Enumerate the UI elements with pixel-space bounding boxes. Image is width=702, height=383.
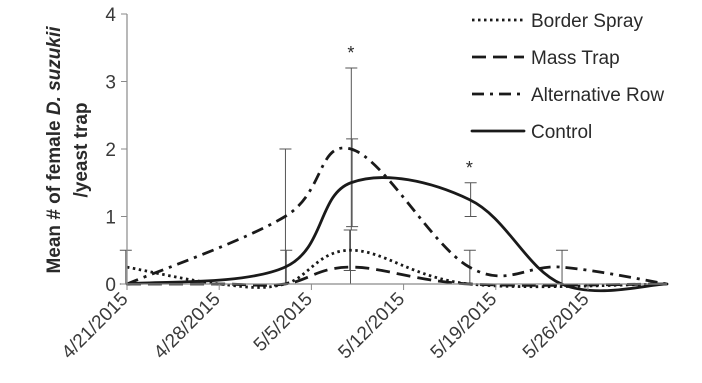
y-tick-label: 4 bbox=[105, 5, 116, 26]
y-axis-label: Mean # of female D. suzukii/yeast trap bbox=[44, 26, 92, 274]
significance-marker: * bbox=[347, 43, 354, 63]
y-tick-label: 3 bbox=[105, 73, 116, 94]
x-tick-label: 5/5/2015 bbox=[250, 289, 317, 356]
significance-marker: * bbox=[466, 158, 473, 178]
legend-label-border-spray: Border Spray bbox=[531, 11, 643, 32]
x-tick-label: 5/19/2015 bbox=[427, 289, 502, 364]
x-tick-label: 4/21/2015 bbox=[58, 289, 133, 364]
y-tick-label: 0 bbox=[105, 275, 116, 296]
legend-label-mass-trap: Mass Trap bbox=[531, 48, 620, 69]
series-line-border-spray bbox=[126, 248, 668, 289]
y-tick-label: 1 bbox=[105, 208, 116, 229]
plot-area: ** bbox=[119, 43, 669, 293]
y-tick-label: 2 bbox=[105, 140, 116, 161]
series-line-alternative-row bbox=[126, 146, 668, 286]
series-line-control bbox=[125, 176, 669, 293]
x-tick-label: 4/28/2015 bbox=[150, 289, 225, 364]
x-tick-label: 5/26/2015 bbox=[519, 289, 594, 364]
legend-label-alternative-row: Alternative Row bbox=[531, 85, 664, 106]
x-tick-label: 5/12/2015 bbox=[334, 289, 409, 364]
legend: Border Spray Mass Trap Alternative Row Cont… bbox=[470, 11, 664, 143]
legend-label-control: Control bbox=[531, 122, 592, 143]
